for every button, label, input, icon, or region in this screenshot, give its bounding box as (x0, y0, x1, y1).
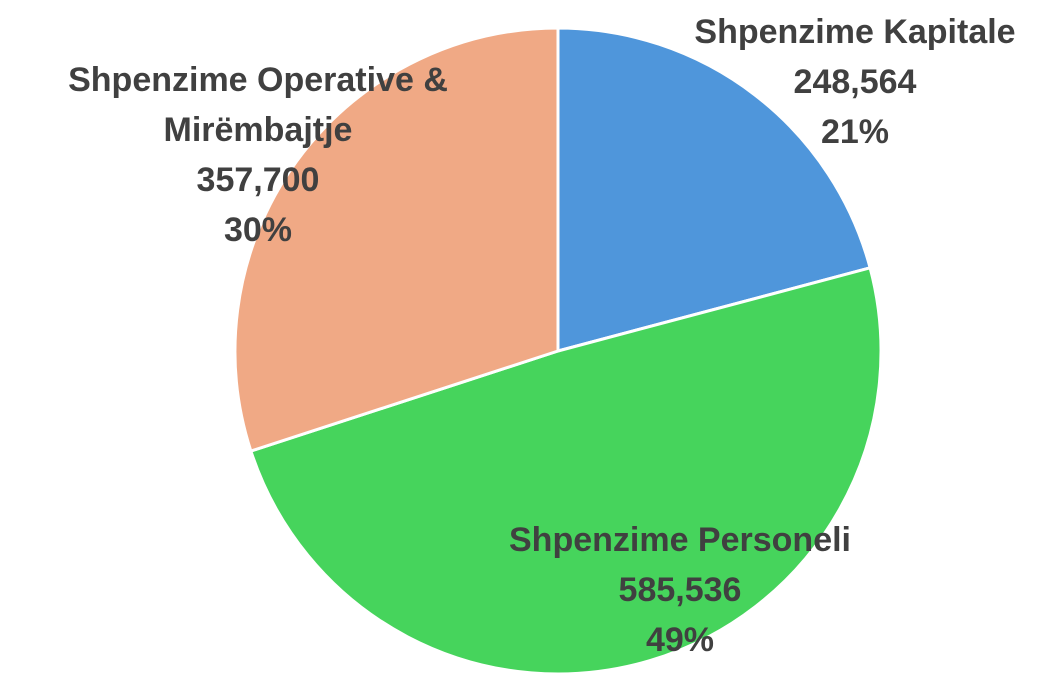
category-label: Shpenzime Kapitale (694, 13, 1016, 51)
category-label: Shpenzime Operative & Mirëmbajtje (68, 61, 448, 149)
value-label: 357,700 (196, 161, 320, 199)
value-label: 585,536 (618, 571, 742, 609)
category-label: Shpenzime Personeli (509, 521, 851, 559)
pie-slice (556, 26, 872, 353)
slice-label: Shpenzime Operative & Mirëmbajtje 357,700… (8, 55, 508, 255)
percent-label: 49% (645, 621, 715, 659)
pie-slice (233, 26, 560, 453)
slice-label: Shpenzime Kapitale 248,564 21% (645, 7, 1059, 157)
percent-label: 21% (820, 113, 890, 151)
slice-label: Shpenzime Personeli 585,536 49% (450, 515, 910, 665)
pie-slice (248, 266, 883, 675)
value-label: 248,564 (793, 63, 917, 101)
percent-label: 30% (223, 211, 293, 249)
